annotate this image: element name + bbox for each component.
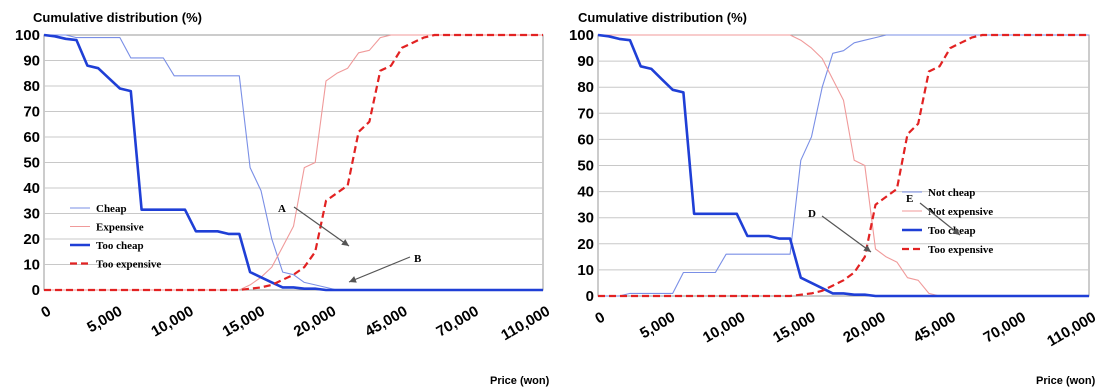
right-y-tick-label: 50 bbox=[577, 158, 594, 175]
left-y-tick-label: 30 bbox=[23, 206, 40, 223]
left-y-tick-label: 60 bbox=[23, 129, 40, 146]
left-legend-label-cheap: Cheap bbox=[96, 203, 127, 215]
left-annotation-b: B bbox=[414, 253, 422, 265]
left-legend-label-too-cheap: Too cheap bbox=[96, 240, 144, 252]
right-x-tick-label: 0 bbox=[592, 309, 608, 328]
right-annotation-arrow-e bbox=[919, 202, 961, 236]
right-series-too-cheap-line bbox=[597, 33, 1089, 298]
left-x-axis-label: Price (won) bbox=[490, 375, 550, 387]
left-x-tick-label: 20,000 bbox=[291, 303, 339, 341]
right-chart: Cumulative distribution (%) Price (won) … bbox=[569, 10, 1099, 387]
right-x-tick-label: 20,000 bbox=[840, 309, 888, 347]
right-annotation-arrow-d bbox=[821, 215, 872, 253]
left-x-tick-label: 0 bbox=[38, 303, 54, 322]
right-x-tick-label: 45,000 bbox=[910, 309, 958, 347]
right-y-tick-label: 100 bbox=[569, 27, 594, 44]
right-x-tick-label: 70,000 bbox=[981, 309, 1029, 347]
left-y-tick-label: 0 bbox=[32, 282, 40, 299]
right-x-tick-label: 5,000 bbox=[637, 309, 678, 342]
right-legend-label-not-expensive: Not expensive bbox=[928, 206, 993, 218]
left-y-tick-label: 90 bbox=[23, 53, 40, 70]
right-annotation-d: D bbox=[808, 208, 816, 220]
left-y-tick-label: 40 bbox=[23, 180, 40, 197]
left-x-tick-label: 110,000 bbox=[498, 303, 553, 344]
left-x-tick-label: 70,000 bbox=[433, 303, 481, 341]
left-y-tick-label: 50 bbox=[23, 155, 40, 172]
right-legend-label-too-expensive: Too expensive bbox=[928, 244, 993, 256]
right-y-tick-label: 60 bbox=[577, 131, 594, 148]
right-legend-label-too-cheap: Too cheap bbox=[928, 225, 976, 237]
right-x-tick-label: 15,000 bbox=[770, 309, 818, 347]
left-y-tick-label: 80 bbox=[23, 78, 40, 95]
right-chart-title: Cumulative distribution (%) bbox=[578, 10, 747, 25]
right-annotation-arrowhead-d bbox=[863, 245, 871, 252]
right-y-tick-label: 20 bbox=[577, 236, 594, 253]
left-y-tick-label: 20 bbox=[23, 231, 40, 248]
left-x-tick-label: 15,000 bbox=[220, 303, 268, 341]
right-x-tick-label: 10,000 bbox=[700, 309, 748, 347]
right-series-too-expensive-line bbox=[598, 33, 1089, 298]
left-legend-label-too-expensive: Too expensive bbox=[96, 259, 161, 271]
left-y-tick-label: 100 bbox=[15, 27, 40, 44]
right-y-tick-label: 90 bbox=[577, 53, 594, 70]
left-y-tick-label: 70 bbox=[23, 104, 40, 121]
right-y-tick-label: 80 bbox=[577, 79, 594, 96]
left-annotation-arrowhead-a bbox=[341, 239, 349, 246]
right-y-tick-label: 0 bbox=[586, 288, 594, 305]
left-annotation-a: A bbox=[278, 203, 286, 215]
left-x-tick-label: 45,000 bbox=[362, 303, 410, 341]
right-y-tick-label: 40 bbox=[577, 184, 594, 201]
left-y-tick-label: 10 bbox=[23, 257, 40, 274]
left-series-too-expensive-line bbox=[44, 33, 543, 292]
right-x-tick-label: 110,000 bbox=[1044, 309, 1099, 350]
right-y-tick-label: 70 bbox=[577, 105, 594, 122]
left-x-tick-label: 10,000 bbox=[148, 303, 196, 341]
right-y-tick-label: 10 bbox=[577, 262, 594, 279]
right-x-axis-label: Price (won) bbox=[1036, 375, 1096, 387]
left-legend-label-expensive: Expensive bbox=[96, 222, 144, 234]
right-annotation-e: E bbox=[906, 193, 913, 205]
left-annotation-arrow-a bbox=[293, 206, 350, 247]
right-y-tick-label: 30 bbox=[577, 210, 594, 227]
right-annotation-arrowhead-e bbox=[952, 227, 960, 235]
left-chart-title: Cumulative distribution (%) bbox=[33, 10, 202, 25]
left-annotation-arrowhead-b bbox=[349, 276, 357, 283]
left-annotation-arrow-b bbox=[348, 256, 411, 283]
left-x-tick-label: 5,000 bbox=[84, 303, 125, 336]
right-legend-label-not-cheap: Not cheap bbox=[928, 187, 975, 199]
left-chart: Cumulative distribution (%) Price (won) … bbox=[15, 10, 553, 387]
left-series-too-cheap-line bbox=[43, 33, 543, 292]
